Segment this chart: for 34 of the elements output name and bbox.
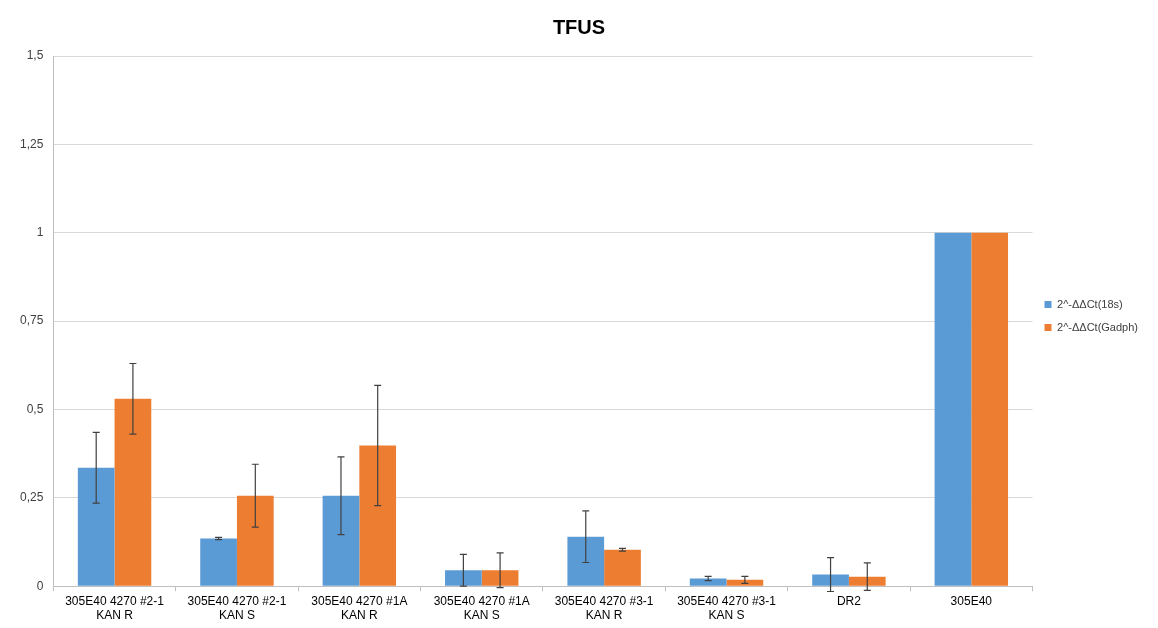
bar bbox=[77, 467, 115, 586]
bar bbox=[481, 570, 519, 586]
bar bbox=[236, 495, 274, 586]
y-tick-label: 1 bbox=[36, 225, 44, 240]
bar bbox=[726, 579, 764, 586]
bar bbox=[114, 398, 152, 586]
bar bbox=[445, 570, 482, 586]
y-tick-label: 0,25 bbox=[20, 490, 44, 505]
y-tick-label: 1,5 bbox=[26, 48, 44, 63]
bar bbox=[200, 538, 237, 586]
x-tick-label: 305E40 bbox=[950, 593, 993, 608]
bar bbox=[567, 536, 605, 586]
x-tick-label: 305E40 4270 #1A KAN R bbox=[311, 593, 408, 623]
x-tick-label: 305E40 4270 #2-1 KAN S bbox=[187, 593, 287, 623]
bar bbox=[934, 232, 972, 586]
y-tick-label: 1,25 bbox=[20, 136, 44, 151]
y-tick-label: 0,75 bbox=[20, 313, 44, 328]
bar bbox=[971, 232, 1009, 586]
legend-label: 2^-ΔΔCt(Gadph) bbox=[1057, 320, 1139, 333]
legend-label: 2^-ΔΔCt(18s) bbox=[1057, 297, 1123, 310]
x-tick-label: 305E40 4270 #3-1 KAN R bbox=[554, 593, 654, 623]
chart-title: TFUS bbox=[552, 15, 606, 38]
y-tick-label: 0 bbox=[36, 578, 44, 593]
bar bbox=[812, 574, 849, 586]
bar bbox=[359, 445, 397, 586]
x-tick-label: 305E40 4270 #2-1 KAN R bbox=[65, 593, 165, 623]
bar bbox=[848, 576, 886, 586]
bar bbox=[689, 578, 727, 586]
x-tick-label: DR2 bbox=[836, 593, 862, 608]
y-tick-label: 0,5 bbox=[26, 401, 44, 416]
bar bbox=[322, 495, 360, 586]
x-tick-label: 305E40 4270 #1A KAN S bbox=[433, 593, 530, 623]
bar bbox=[604, 549, 641, 586]
x-tick-label: 305E40 4270 #3-1 KAN S bbox=[677, 593, 777, 623]
